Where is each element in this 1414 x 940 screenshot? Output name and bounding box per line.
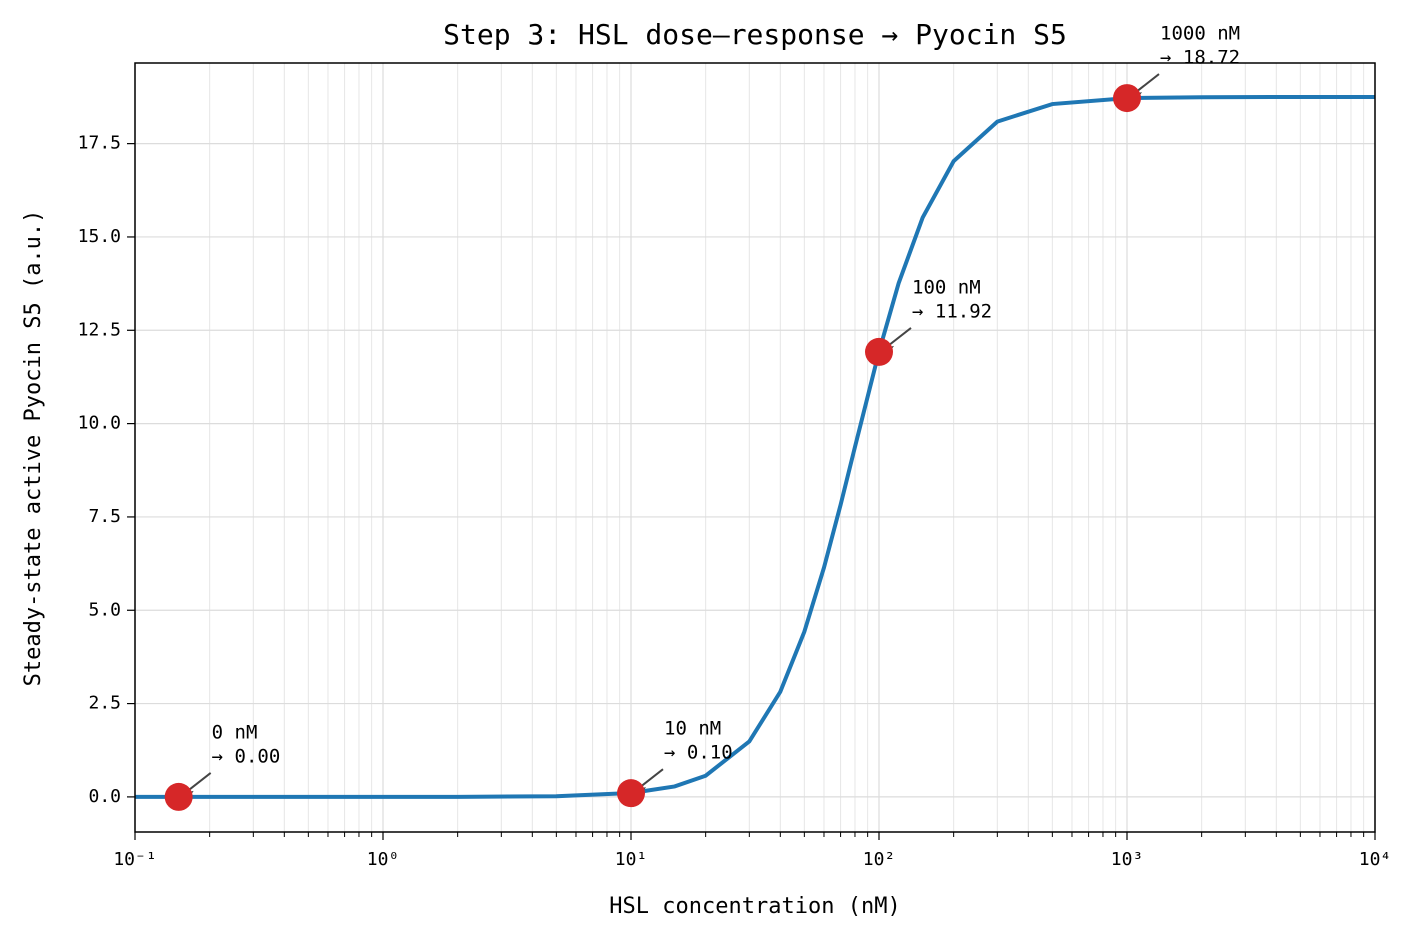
y-tick-label: 10.0 bbox=[78, 413, 121, 434]
annotation-arrow bbox=[639, 768, 664, 788]
y-tick-label: 15.0 bbox=[78, 226, 121, 247]
y-tick-label: 5.0 bbox=[88, 599, 121, 620]
y-axis-label: Steady-state active Pyocin S5 (a.u.) bbox=[21, 210, 46, 687]
y-tick-label: 0.0 bbox=[88, 786, 121, 807]
annotation-text: 100 nM bbox=[912, 276, 981, 298]
y-tick-label: 12.5 bbox=[78, 319, 121, 340]
chart-title: Step 3: HSL dose–response → Pyocin S5 bbox=[443, 18, 1067, 51]
x-tick-label: 10⁴ bbox=[1359, 849, 1392, 870]
x-tick-label: 10³ bbox=[1111, 849, 1144, 870]
point bbox=[1113, 84, 1141, 113]
annotation-text: 1000 nM bbox=[1160, 23, 1240, 45]
plot-frame bbox=[134, 62, 1376, 833]
annotation-text: 10 nM bbox=[664, 718, 721, 740]
annotation-text: → 0.00 bbox=[212, 745, 281, 767]
annotation-arrow bbox=[1135, 73, 1160, 93]
annotation-text: → 18.72 bbox=[1160, 47, 1240, 69]
point bbox=[617, 779, 645, 808]
point bbox=[164, 782, 193, 811]
y-tick-label: 7.5 bbox=[88, 506, 121, 527]
x-tick-label: 10⁻¹ bbox=[113, 849, 156, 870]
x-axis-label: HSL concentration (nM) bbox=[609, 894, 900, 919]
annotation-text: 0 nM bbox=[212, 721, 258, 743]
y-tick-label: 2.5 bbox=[88, 693, 121, 714]
x-tick-label: 10¹ bbox=[615, 849, 648, 870]
x-tick-label: 10⁰ bbox=[367, 849, 400, 870]
annotation-arrow bbox=[187, 772, 212, 792]
x-tick-label: 10² bbox=[863, 849, 896, 870]
annotation-text: → 0.10 bbox=[664, 742, 733, 764]
curve bbox=[135, 94, 1375, 799]
y-tick-label: 17.5 bbox=[78, 133, 121, 154]
annotation-arrow bbox=[887, 327, 912, 347]
annotation-text: → 11.92 bbox=[912, 300, 992, 322]
point bbox=[865, 337, 893, 366]
